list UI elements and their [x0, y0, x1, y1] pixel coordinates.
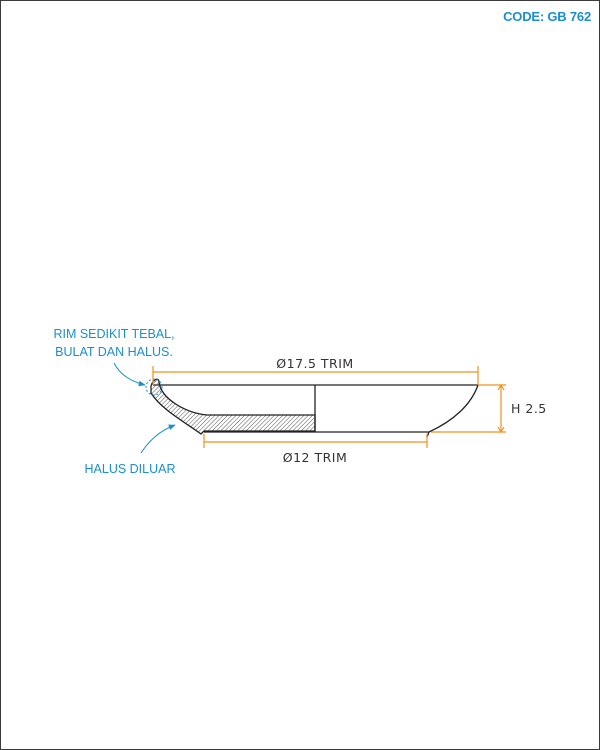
height-arrow-bottom	[497, 426, 505, 434]
outer-note: HALUS DILUAR	[85, 462, 176, 476]
plate-profile	[153, 384, 479, 438]
height-arrow-top	[497, 383, 505, 391]
outer-leader-arrow	[140, 424, 176, 454]
rim-note-line2: BULAT DAN HALUS.	[55, 345, 173, 359]
plate-right-curve	[428, 384, 479, 433]
outer-diameter-label: Ø17.5 TRIM	[276, 356, 353, 371]
rim-note-line1: RIM SEDIKIT TEBAL,	[53, 327, 174, 341]
plate-cross-section	[150, 378, 316, 435]
rim-callout-circle	[145, 378, 163, 396]
dimension-lines	[152, 366, 506, 448]
base-diameter-label: Ø12 TRIM	[283, 450, 348, 465]
product-code: CODE: GB 762	[503, 9, 591, 24]
height-label: H 2.5	[511, 401, 547, 416]
rim-leader-arrow	[113, 362, 146, 387]
